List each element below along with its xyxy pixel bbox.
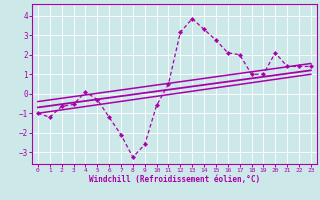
X-axis label: Windchill (Refroidissement éolien,°C): Windchill (Refroidissement éolien,°C) xyxy=(89,175,260,184)
